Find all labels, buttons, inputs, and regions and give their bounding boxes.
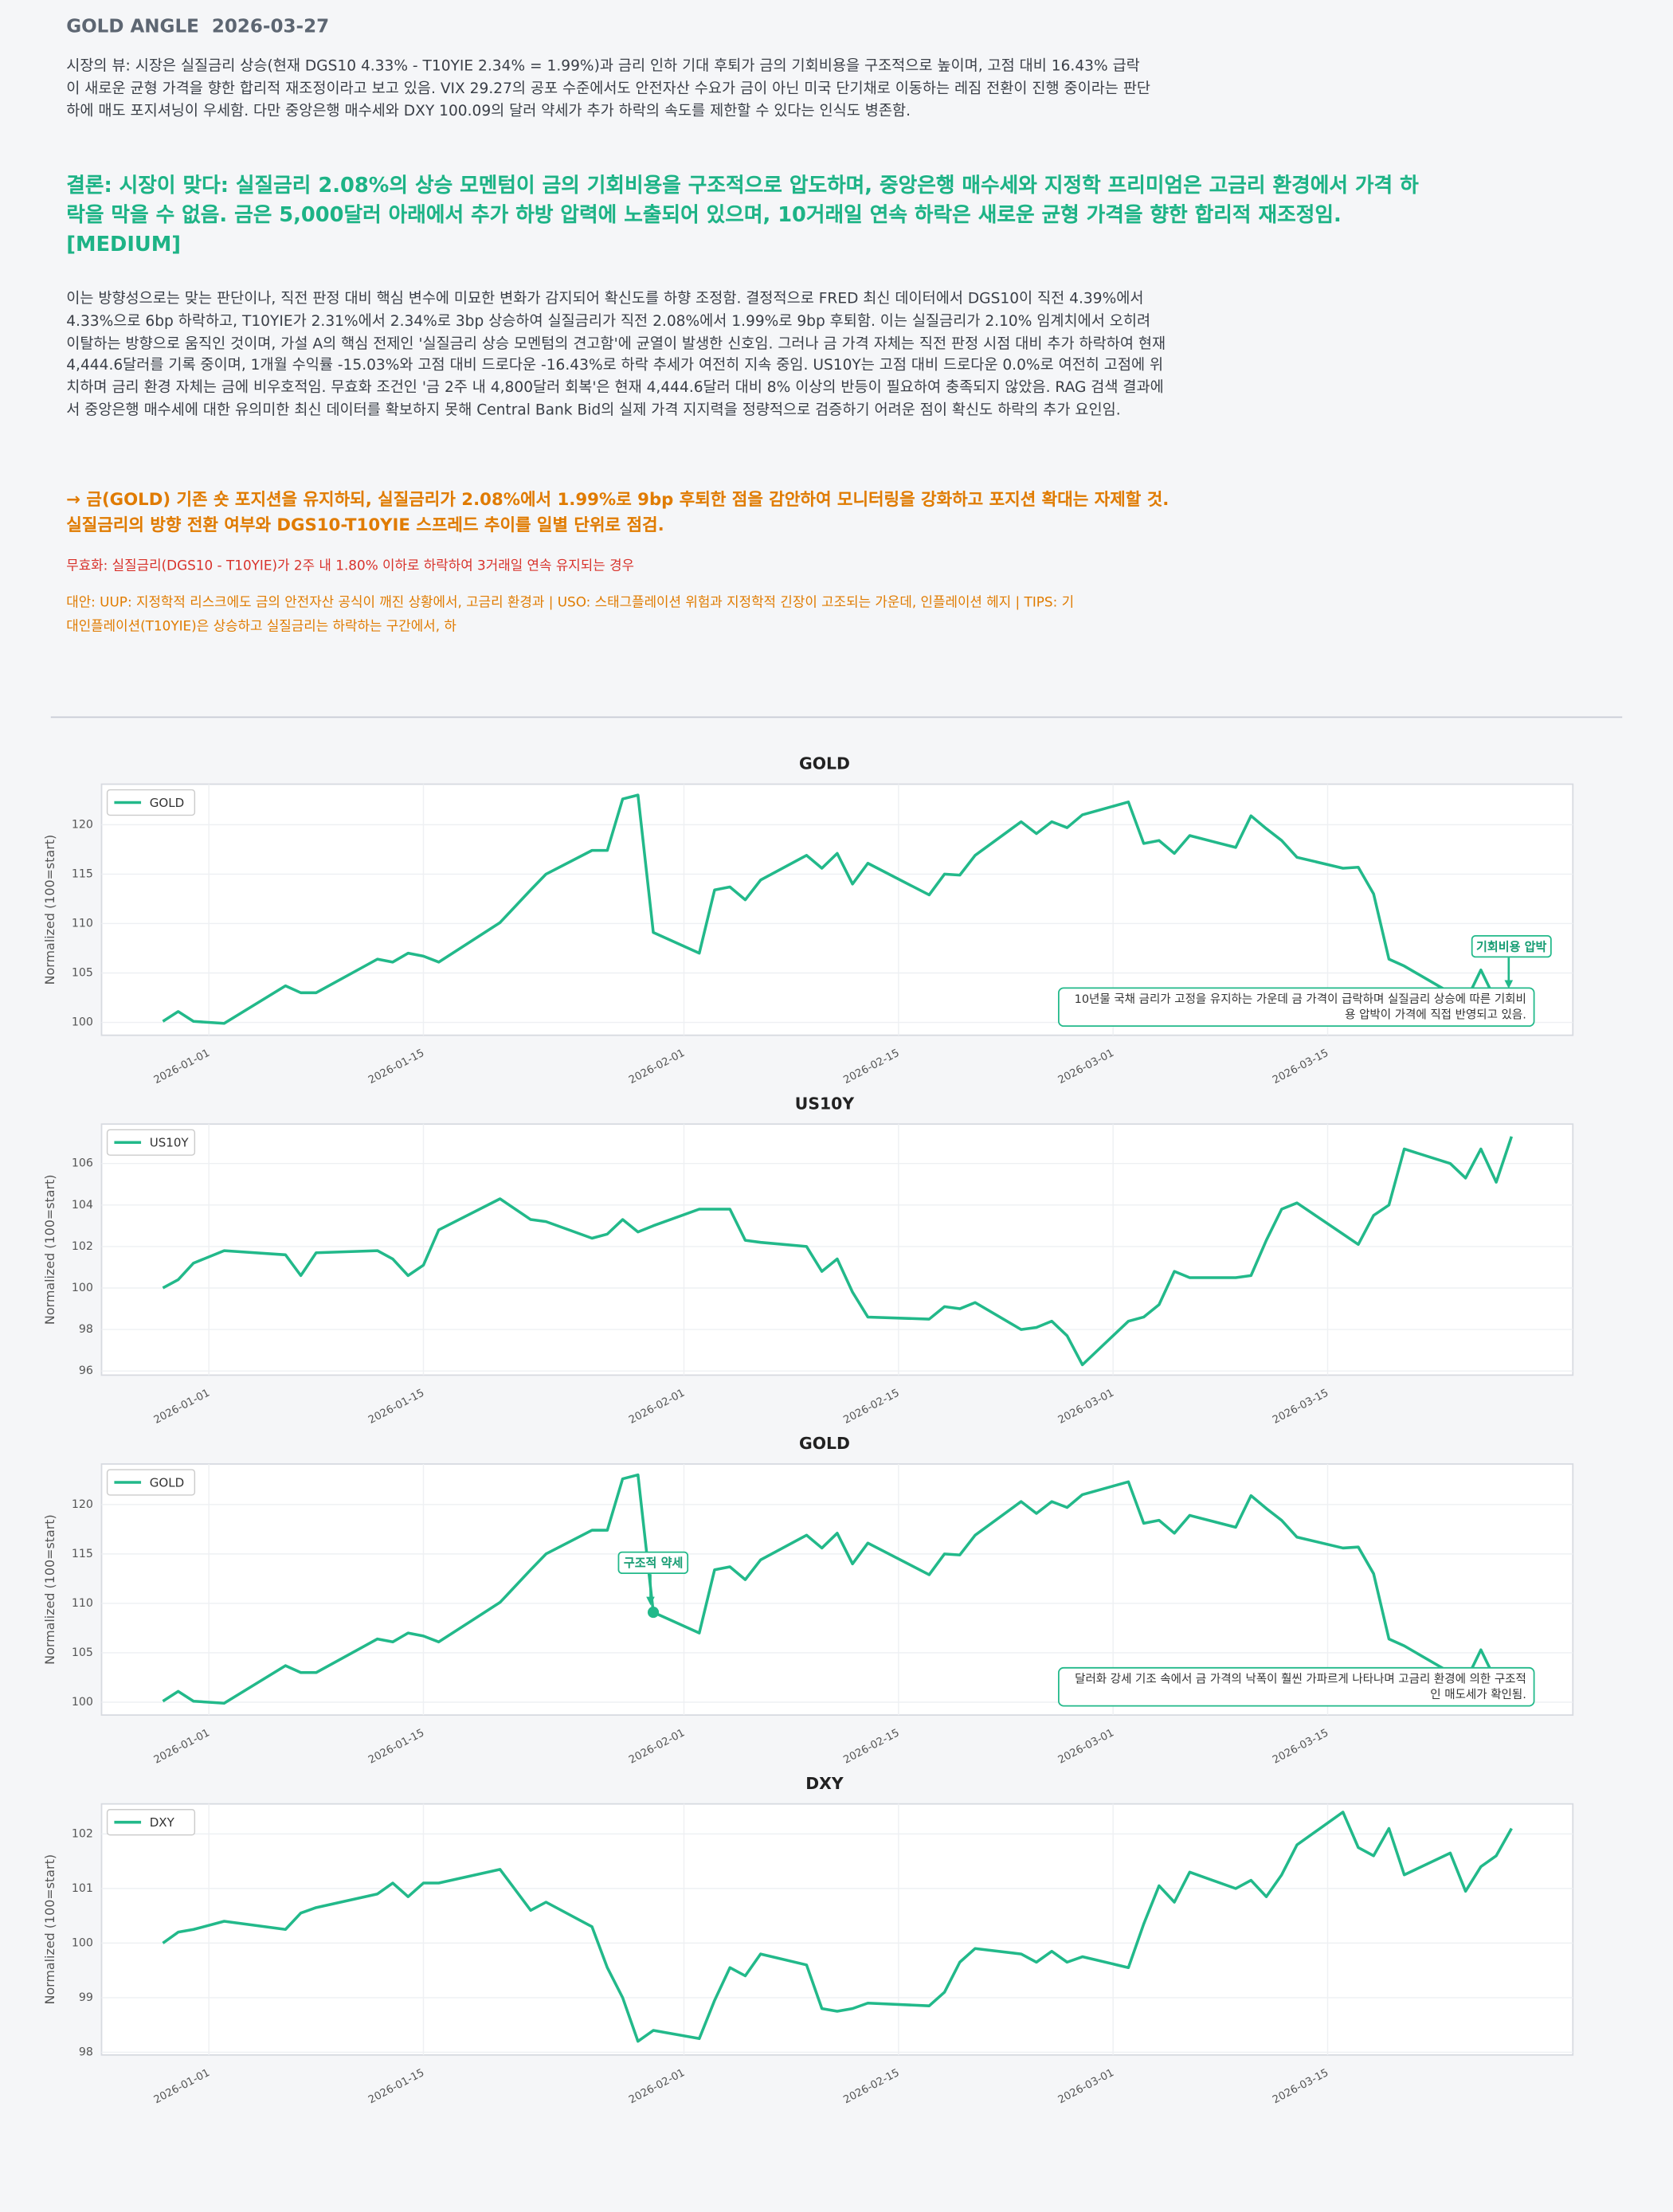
legend-label: US10Y (150, 1136, 190, 1150)
x-tick-label: 2026-03-01 (1056, 1047, 1116, 1086)
x-tick-label: 2026-02-15 (841, 1387, 901, 1426)
x-tick-label: 2026-01-01 (152, 1047, 212, 1086)
y-tick-label: 106 (72, 1157, 93, 1170)
chart-title: GOLD (799, 754, 850, 773)
chart-title: US10Y (795, 1094, 855, 1113)
chart-title: GOLD (799, 1434, 850, 1453)
y-tick-label: 115 (72, 867, 93, 880)
y-axis-label: Normalized (100=start) (42, 1514, 57, 1665)
x-tick-label: 2026-03-15 (1271, 1727, 1330, 1766)
x-tick-label: 2026-01-01 (152, 1387, 212, 1426)
y-tick-label: 102 (72, 1827, 93, 1840)
legend-box (106, 1809, 196, 1836)
y-tick-label: 100 (72, 1696, 93, 1709)
annotation-label: 기회비용 압박 (1470, 934, 1553, 958)
report-title: GOLD ANGLE 2026-03-27 (66, 17, 330, 38)
y-tick-label: 98 (79, 2046, 93, 2058)
y-axis-label: Normalized (100=start) (42, 1175, 57, 1325)
y-tick-label: 105 (72, 966, 93, 979)
x-tick-label: 2026-01-01 (152, 1727, 212, 1766)
legend-box (106, 1129, 196, 1156)
y-tick-label: 102 (72, 1240, 93, 1253)
x-tick-label: 2026-03-15 (1271, 1047, 1330, 1086)
annotation-arrowhead (1504, 980, 1514, 989)
x-tick-label: 2026-01-15 (366, 1047, 426, 1086)
reasoning: 이는 방향성으로는 맞는 판단이나, 직전 판정 대비 핵심 변수에 미묘한 변… (66, 290, 1166, 419)
y-tick-label: 100 (72, 1016, 93, 1029)
action: → 금(GOLD) 기존 숏 포지션을 유지하되, 실질금리가 2.08%에서 … (66, 489, 1170, 535)
y-tick-label: 100 (72, 1282, 93, 1294)
invalidation: 무효화: 실질금리(DGS10 - T10YIE)가 2주 내 1.80% 이하… (66, 558, 635, 574)
x-tick-label: 2026-03-01 (1056, 2067, 1116, 2106)
y-tick-label: 110 (72, 1597, 93, 1610)
x-tick-label: 2026-01-15 (366, 1727, 426, 1766)
y-tick-label: 104 (72, 1199, 93, 1212)
y-tick-label: 101 (72, 1882, 93, 1895)
x-tick-label: 2026-01-01 (152, 2067, 212, 2106)
x-tick-label: 2026-03-01 (1056, 1387, 1116, 1426)
x-tick-label: 2026-01-15 (366, 2067, 426, 2106)
plot-area (100, 1803, 1574, 2056)
annotation-note: 달러화 강세 기조 속에서 금 가격의 낙폭이 훨씬 가파르게 나타나며 고금리… (1057, 1666, 1535, 1707)
x-tick-label: 2026-02-15 (841, 2067, 901, 2106)
legend-label: GOLD (150, 796, 184, 810)
x-tick-label: 2026-02-01 (627, 1727, 687, 1766)
x-tick-label: 2026-02-01 (627, 1047, 687, 1086)
x-tick-label: 2026-01-15 (366, 1387, 426, 1426)
y-axis-label: Normalized (100=start) (42, 1854, 57, 2005)
legend-label: GOLD (150, 1475, 184, 1490)
x-tick-label: 2026-02-15 (841, 1727, 901, 1766)
x-tick-label: 2026-02-01 (627, 1387, 687, 1426)
series-line (162, 1473, 1512, 1705)
legend-box (106, 789, 196, 816)
legend-label: DXY (150, 1815, 175, 1830)
market-view: 시장의 뷰: 시장은 실질금리 상승(현재 DGS10 4.33% - T10Y… (66, 57, 1151, 119)
series-line (162, 1136, 1514, 1367)
annotation-note: 10년물 국채 금리가 고정을 유지하는 가운데 금 가격이 급락하며 실질금리… (1057, 987, 1535, 1028)
x-tick-label: 2026-02-01 (627, 2067, 687, 2106)
plot-area (100, 1123, 1574, 1376)
x-tick-label: 2026-03-01 (1056, 1727, 1116, 1766)
y-tick-label: 98 (79, 1323, 93, 1336)
y-tick-label: 100 (72, 1936, 93, 1949)
alternatives: 대안: UUP: 지정학적 리스크에도 금의 안전자산 공식이 깨진 상황에서,… (66, 595, 1075, 635)
annotation-marker (647, 1606, 660, 1619)
y-tick-label: 99 (79, 1991, 93, 2004)
annotation-label: 구조적 약세 (617, 1551, 689, 1575)
conclusion: 결론: 시장이 맞다: 실질금리 2.08%의 상승 모멘텀이 금의 기회비용을… (66, 174, 1419, 257)
y-tick-label: 105 (72, 1646, 93, 1659)
y-axis-label: Normalized (100=start) (42, 835, 57, 985)
annotation-arrowhead (646, 1596, 655, 1606)
legend-box (106, 1469, 196, 1496)
y-tick-label: 96 (79, 1364, 93, 1377)
y-tick-label: 110 (72, 917, 93, 930)
y-tick-label: 120 (72, 1498, 93, 1511)
x-tick-label: 2026-03-15 (1271, 2067, 1330, 2106)
divider (50, 716, 1623, 718)
series-line (162, 793, 1512, 1025)
x-tick-label: 2026-03-15 (1271, 1387, 1330, 1426)
y-tick-label: 120 (72, 818, 93, 831)
y-tick-label: 115 (72, 1548, 93, 1560)
chart-title: DXY (805, 1774, 844, 1793)
x-tick-label: 2026-02-15 (841, 1047, 901, 1086)
series-line (162, 1811, 1513, 2043)
